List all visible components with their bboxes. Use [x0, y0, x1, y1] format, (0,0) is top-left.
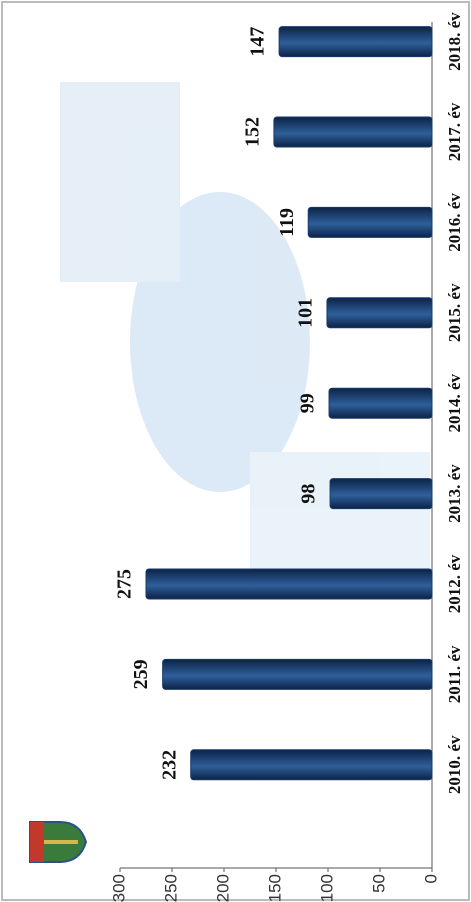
bar — [278, 26, 433, 58]
value-label: 98 — [298, 484, 320, 504]
bar — [145, 568, 433, 600]
value-label: 147 — [247, 27, 269, 57]
x-tick-label: 2015. év — [445, 283, 464, 342]
background-building — [60, 82, 430, 572]
x-tick-label: 2010. év — [445, 735, 464, 794]
value-label: 152 — [242, 117, 264, 147]
value-label: 232 — [158, 750, 180, 780]
y-tick-label: 250 — [161, 874, 180, 902]
x-tick-label: 2018. év — [445, 12, 464, 71]
bar — [329, 478, 433, 510]
x-tick-label: 2016. év — [445, 193, 464, 252]
value-label: 99 — [297, 393, 319, 413]
value-label: 119 — [276, 208, 298, 237]
y-tick-label: 0 — [421, 874, 440, 883]
x-tick-label: 2013. év — [445, 464, 464, 523]
x-tick-label: 2011. év — [445, 645, 464, 703]
bar — [190, 749, 433, 781]
value-label: 275 — [114, 569, 136, 599]
bar — [162, 658, 433, 690]
x-tick-label: 2012. év — [445, 554, 464, 613]
y-tick-label: 200 — [213, 874, 232, 902]
y-tick-label: 100 — [317, 874, 336, 902]
y-tick-label: 300 — [109, 874, 128, 902]
rotated-plot: 0 50 100 150 200 250 300 2010. év 232 2011. év 259… — [29, 12, 464, 902]
coat-of-arms — [29, 821, 88, 863]
bar — [326, 297, 433, 329]
bar — [273, 116, 433, 148]
bar — [307, 206, 433, 238]
bar — [328, 387, 433, 419]
value-label: 101 — [295, 298, 317, 328]
x-tick-label: 2014. év — [445, 373, 464, 432]
y-tick-label: 150 — [265, 874, 284, 902]
value-label: 259 — [130, 659, 152, 689]
y-tick-label: 50 — [369, 874, 388, 893]
x-tick-label: 2017. év — [445, 102, 464, 161]
